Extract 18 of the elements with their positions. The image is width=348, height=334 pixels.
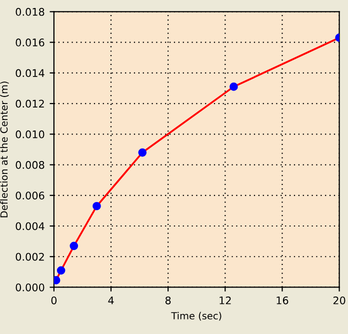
y-tick-label: 0.006 [16,192,44,200]
y-tick-label: 0.014 [16,69,44,78]
x-axis-title: Time (sec) [171,312,222,321]
y-tick-label: 0.002 [16,252,44,261]
x-tick-label: 4 [108,296,114,304]
x-tick-label: 8 [165,296,171,304]
y-tick-label: 0.012 [16,100,44,108]
x-tick-label: 16 [276,296,288,304]
y-tick-label: 0.004 [16,222,44,230]
x-tick-label: 12 [220,296,231,304]
y-tick-label: 0.000 [16,283,44,292]
y-tick-label: 0.010 [16,130,44,138]
y-axis-title: Deflection at the Center (m) [0,82,9,218]
y-tick-label: 0.018 [16,8,44,16]
x-tick-label: 0 [51,296,57,304]
y-tick-label: 0.008 [16,161,44,169]
y-tick-label: 0.016 [16,38,44,46]
x-tick-label: 20 [333,296,346,304]
